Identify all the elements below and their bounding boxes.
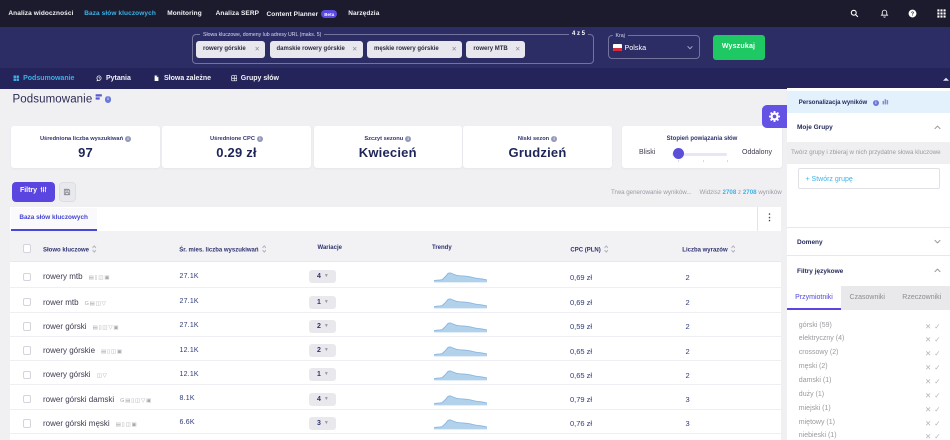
svg-text:?: ? <box>911 11 914 17</box>
svg-text:?: ? <box>98 76 100 80</box>
